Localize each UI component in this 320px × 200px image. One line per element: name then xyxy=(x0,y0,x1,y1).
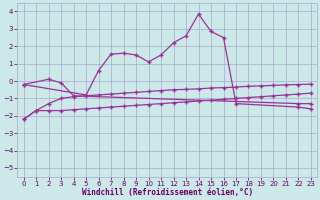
X-axis label: Windchill (Refroidissement éolien,°C): Windchill (Refroidissement éolien,°C) xyxy=(82,188,253,197)
